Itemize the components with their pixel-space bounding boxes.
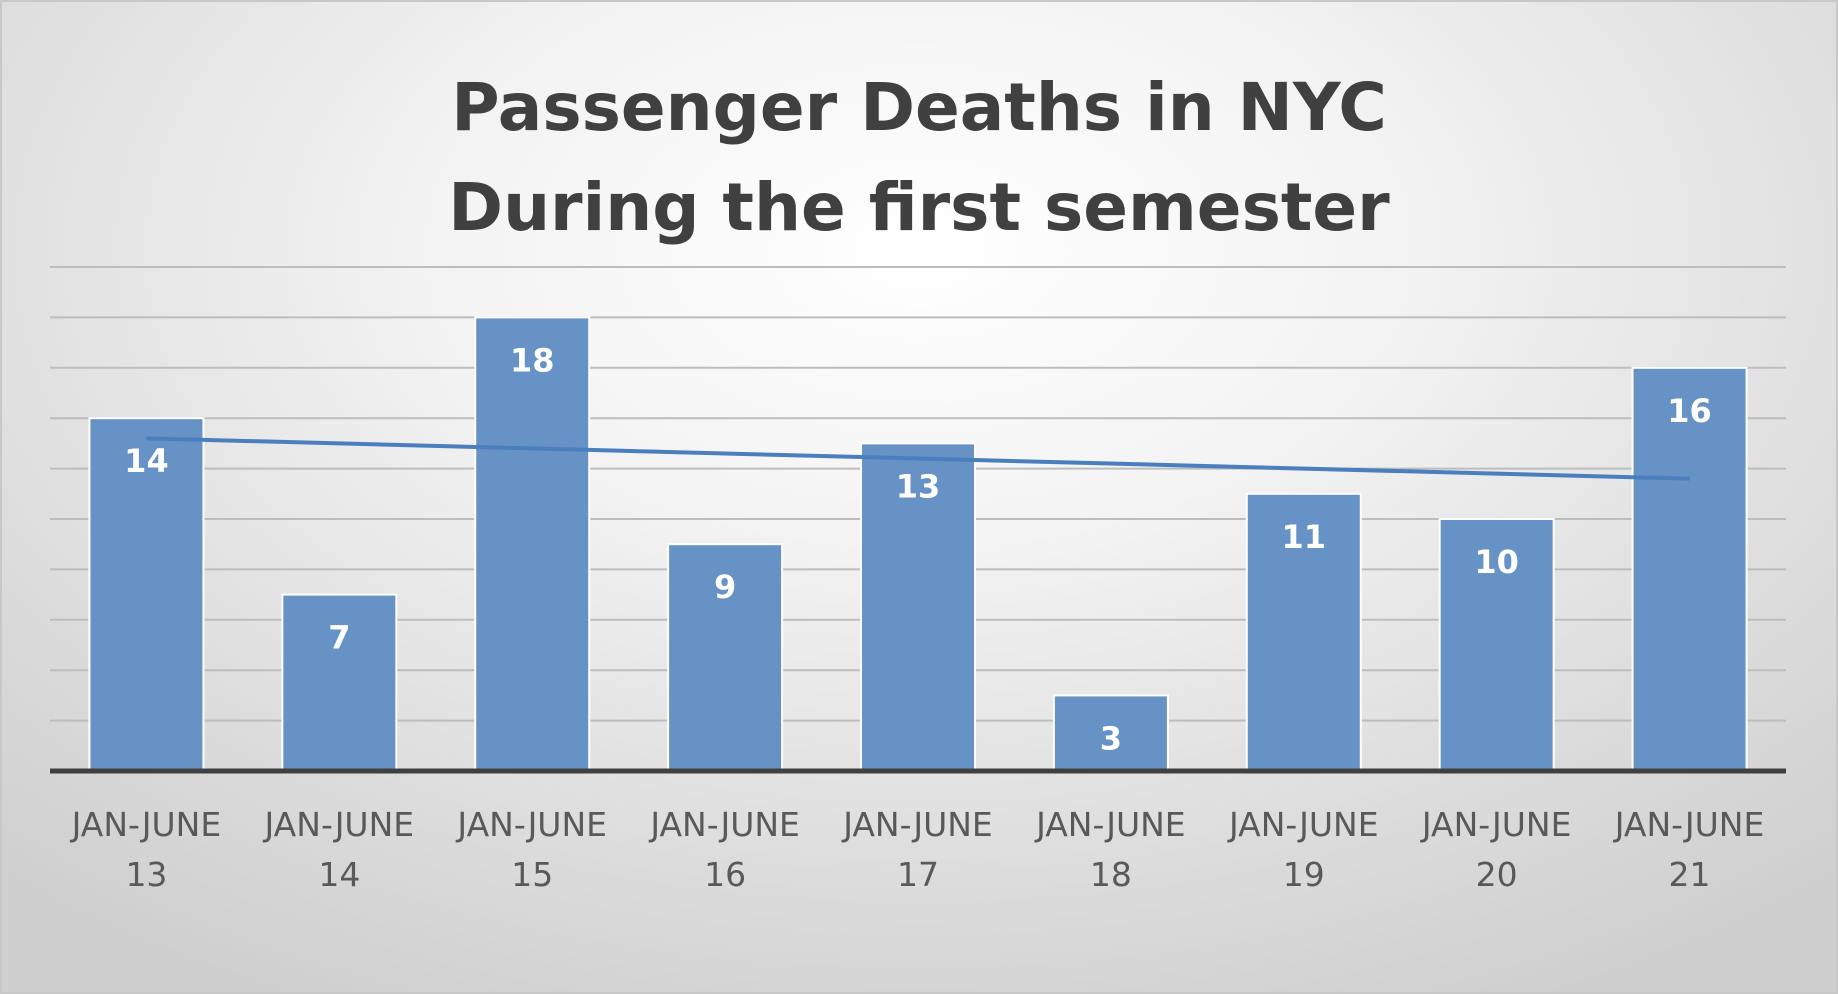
data-label-1: 7 <box>328 619 350 657</box>
x-tick-label-2-1: 15 <box>511 855 553 894</box>
x-tick-label-0-1: 13 <box>125 855 167 894</box>
bar-5 <box>1052 694 1169 773</box>
bar-4 <box>860 442 976 772</box>
x-tick-label-8-0: JAN-JUNE <box>1613 805 1765 844</box>
x-tick-label-1-0: JAN-JUNE <box>263 805 415 844</box>
data-label-5: 3 <box>1100 719 1122 757</box>
trendline-group <box>146 436 1690 481</box>
chart-title-line-1: Passenger Deaths in NYC <box>451 69 1387 146</box>
x-tick-label-6-1: 19 <box>1283 855 1325 894</box>
bar-3 <box>667 543 784 773</box>
data-label-7: 10 <box>1474 543 1519 581</box>
data-label-4: 13 <box>896 467 941 505</box>
x-tick-label-4-0: JAN-JUNE <box>841 805 993 844</box>
bar-8 <box>1631 366 1748 772</box>
data-labels: 14 7 18 9 13 3 11 10 16 <box>124 341 1712 757</box>
x-tick-label-7-1: 20 <box>1476 855 1518 894</box>
x-tick-label-5-1: 18 <box>1090 855 1132 894</box>
x-tick-label-8-1: 21 <box>1669 855 1711 894</box>
x-tick-label-7-0: JAN-JUNE <box>1420 805 1572 844</box>
chart-title: Passenger Deaths in NYC During the first… <box>0 58 1838 258</box>
bar-7 <box>1438 518 1555 772</box>
data-label-0: 14 <box>124 442 169 480</box>
bars <box>88 316 1748 773</box>
trendline <box>146 436 1690 481</box>
x-tick-label-5-0: JAN-JUNE <box>1034 805 1186 844</box>
x-tick-label-0-0: JAN-JUNE <box>70 805 222 844</box>
x-tick-label-2-0: JAN-JUNE <box>455 805 607 844</box>
bar-2 <box>474 316 591 772</box>
x-tick-label-6-0: JAN-JUNE <box>1227 805 1379 844</box>
x-tick-label-3-0: JAN-JUNE <box>648 805 800 844</box>
x-tick-label-3-1: 16 <box>704 855 746 894</box>
x-tick-label-1-1: 14 <box>318 855 360 894</box>
data-label-2: 18 <box>510 341 555 379</box>
chart-title-line-2: During the first semester <box>448 169 1390 246</box>
data-label-8: 16 <box>1667 392 1712 430</box>
data-label-3: 9 <box>714 568 736 606</box>
x-tick-labels: JAN-JUNE 13 JAN-JUNE 14 JAN-JUNE 15 JAN-JUNE 16… <box>70 805 1765 894</box>
data-label-6: 11 <box>1282 518 1327 556</box>
x-tick-label-4-1: 17 <box>897 855 939 894</box>
